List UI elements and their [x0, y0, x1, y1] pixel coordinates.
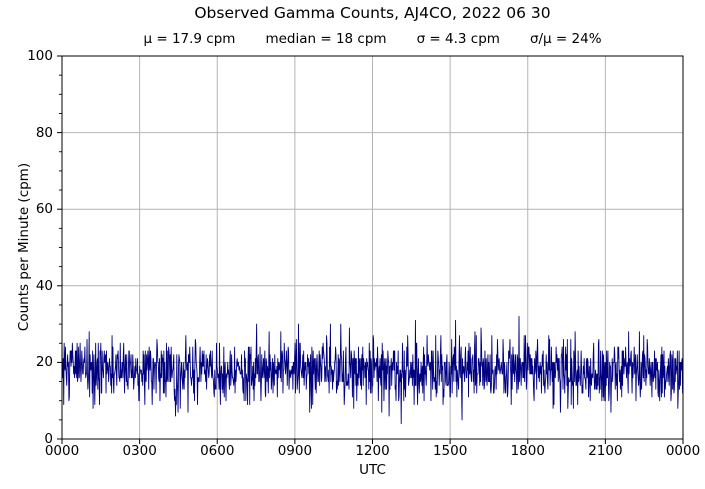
x-axis-label: UTC: [359, 462, 386, 478]
x-tick-label: 2100: [588, 443, 623, 459]
x-tick-label: 1500: [432, 443, 468, 459]
x-tick-label: 0900: [277, 443, 313, 459]
stat-mean: μ = 17.9 cpm: [143, 31, 236, 47]
y-tick-label: 40: [35, 277, 53, 294]
chart-stats-line: μ = 17.9 cpm median = 18 cpm σ = 4.3 cpm…: [62, 31, 683, 48]
x-tick-label: 1800: [510, 443, 545, 459]
x-tick-label: 0600: [200, 443, 235, 459]
gamma-counts-series: [61, 315, 684, 425]
chart-title: Observed Gamma Counts, AJ4CO, 2022 06 30: [194, 4, 551, 22]
y-tick-label: 0: [44, 431, 53, 447]
y-tick-label: 80: [35, 124, 53, 141]
y-tick-label: 20: [35, 354, 53, 371]
x-tick-label: 0300: [122, 443, 157, 459]
stat-median: median = 18 cpm: [265, 31, 387, 47]
x-tick-label: 1200: [355, 443, 390, 459]
x-tick-label: 0000: [44, 443, 80, 459]
stat-sigma: σ = 4.3 cpm: [416, 31, 500, 47]
y-tick-label: 60: [35, 201, 53, 218]
y-tick-label: 100: [27, 48, 53, 64]
x-tick-label: 0000: [665, 443, 701, 459]
stat-sigma-over-mu: σ/μ = 24%: [529, 31, 602, 47]
y-axis-label: Counts per Minute (cpm): [16, 162, 32, 332]
